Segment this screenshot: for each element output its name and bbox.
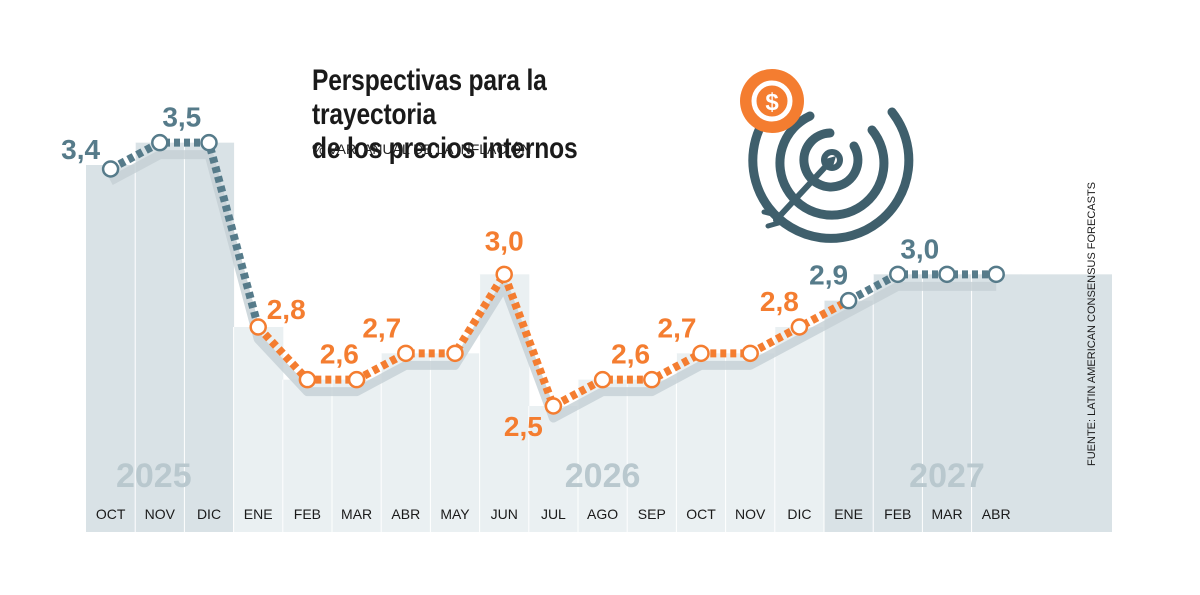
band-column: [135, 142, 185, 532]
x-tick-label: ENE: [244, 506, 273, 522]
x-tick-label: ABR: [391, 506, 420, 522]
data-point: [495, 265, 513, 284]
x-tick-label: OCT: [96, 506, 126, 522]
data-label: 2,9: [809, 260, 848, 291]
data-label: 2,7: [362, 312, 401, 343]
band-column: [725, 353, 776, 532]
data-point: [839, 291, 858, 310]
data-point: [790, 318, 809, 336]
x-tick-label: FEB: [884, 506, 911, 522]
x-tick-label: AGO: [587, 506, 618, 522]
data-point: [544, 397, 563, 415]
x-tick-label: NOV: [735, 506, 766, 522]
band-column: [86, 165, 136, 532]
data-point: [200, 133, 218, 152]
band-column: [1020, 274, 1112, 532]
data-label: 3,0: [485, 225, 524, 256]
band-column: [282, 379, 333, 532]
data-point: [298, 370, 317, 389]
data-label: 2,8: [760, 286, 799, 317]
x-tick-label: JUL: [541, 506, 566, 522]
x-tick-label: NOV: [145, 506, 176, 522]
x-tick-label: DIC: [787, 506, 811, 522]
band-column: [627, 379, 677, 532]
data-label: 2,6: [611, 339, 650, 370]
data-point: [938, 265, 956, 284]
x-tick-label: MAY: [440, 506, 470, 522]
chart-title-line-1: Perspectivas para la trayectoria: [312, 64, 547, 131]
line-shadow: [108, 150, 997, 423]
data-point: [446, 344, 464, 363]
x-tick-label: FEB: [294, 506, 321, 522]
data-label: 2,7: [658, 312, 697, 343]
band-column: [873, 274, 923, 532]
band-column: [922, 274, 973, 532]
x-tick-label: MAR: [341, 506, 372, 522]
dollar-coin-icon: $: [740, 69, 804, 133]
data-point: [151, 133, 169, 152]
data-point: [692, 344, 710, 363]
data-label: 3,4: [61, 134, 100, 165]
x-tick-label: DIC: [197, 506, 221, 522]
data-point: [347, 370, 366, 389]
target-icon: [748, 93, 914, 243]
x-tick-label: ABR: [982, 506, 1011, 522]
data-label: 2,8: [267, 294, 306, 325]
svg-text:$: $: [765, 89, 779, 116]
source-note: FUENTE: LATIN AMERICAN CONSENSUS FORECAS…: [1086, 181, 1098, 466]
x-tick-label: OCT: [686, 506, 716, 522]
chart-subtitle: % VAR. ANUAL DE LA INFLACIÓN: [312, 141, 532, 157]
data-label: 2,5: [504, 411, 543, 442]
x-tick-label: JUN: [491, 506, 518, 522]
year-label: 2025: [116, 457, 192, 495]
band-column: [332, 379, 382, 532]
band-column: [528, 406, 579, 532]
band-column: [381, 353, 431, 532]
data-label: 3,0: [900, 233, 939, 264]
band-column: [971, 274, 1022, 532]
band-column: [824, 300, 874, 532]
arrow-icon: [761, 156, 836, 229]
band-column: [430, 353, 481, 532]
x-tick-label: ENE: [834, 506, 863, 522]
data-point: [643, 370, 661, 389]
data-point: [397, 344, 415, 363]
data-point: [593, 370, 612, 389]
chart-title-line-2: de los precios internos: [312, 132, 578, 165]
data-point: [101, 160, 120, 178]
x-tick-label: SEP: [638, 506, 666, 522]
data-label: 3,5: [162, 102, 201, 133]
band-column: [676, 353, 727, 532]
year-label: 2027: [909, 457, 985, 495]
data-point: [889, 265, 907, 284]
x-tick-label: MAR: [931, 506, 962, 522]
data-point: [987, 265, 1005, 284]
data-label: 2,6: [320, 339, 359, 370]
chart-title: Perspectivas para la trayectoria de los …: [312, 64, 656, 166]
data-point: [741, 344, 759, 363]
year-label: 2026: [565, 457, 641, 495]
series-line: [846, 270, 997, 305]
series-line: [108, 138, 263, 329]
band-column: [774, 327, 825, 532]
data-point: [249, 318, 267, 336]
